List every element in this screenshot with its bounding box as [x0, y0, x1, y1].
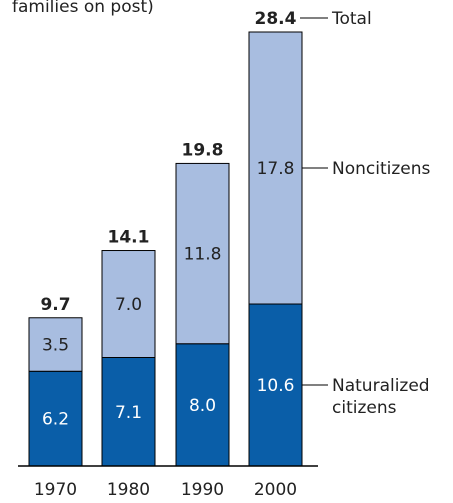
total-label-1990: 19.8 [182, 140, 224, 160]
chart-title-fragment: families on post) [12, 0, 154, 17]
data-label-naturalized-1990: 8.0 [189, 396, 216, 416]
data-label-noncitizens-1980: 7.0 [115, 295, 142, 315]
bar-naturalized-1970 [28, 370, 83, 467]
data-label-naturalized-1970: 6.2 [42, 410, 69, 430]
bars-group [28, 31, 303, 467]
total-label-1980: 14.1 [108, 228, 150, 248]
x-tick-label-1970: 1970 [34, 480, 77, 500]
legend-total-label: Total [331, 9, 372, 29]
bar-naturalized-1990 [175, 343, 230, 467]
total-label-1970: 9.7 [40, 295, 70, 315]
labels-group: 6.2 3.5 9.7 1970 7.1 7.0 14.1 1980 8.0 11.8 19.8 19… [34, 9, 297, 500]
x-tick-label-1990: 1990 [181, 480, 224, 500]
bar-noncitizens-2000 [248, 31, 303, 305]
x-tick-label-1980: 1980 [107, 480, 150, 500]
bar-noncitizens-1980 [101, 250, 156, 358]
data-label-noncitizens-1990: 11.8 [184, 245, 222, 265]
bar-noncitizens-1990 [175, 162, 230, 345]
legend-naturalized-label-line2: citizens [332, 398, 397, 418]
data-label-noncitizens-1970: 3.5 [42, 336, 69, 356]
data-label-naturalized-1980: 7.1 [115, 403, 142, 423]
bar-noncitizens-1970 [28, 317, 83, 372]
legend-noncitizens-label: Noncitizens [332, 159, 431, 179]
x-tick-label-2000: 2000 [254, 480, 297, 500]
data-label-naturalized-2000: 10.6 [257, 376, 295, 396]
total-label-2000: 28.4 [255, 9, 297, 29]
legend-naturalized-label-line1: Naturalized [332, 376, 430, 396]
data-label-noncitizens-2000: 17.8 [257, 159, 295, 179]
